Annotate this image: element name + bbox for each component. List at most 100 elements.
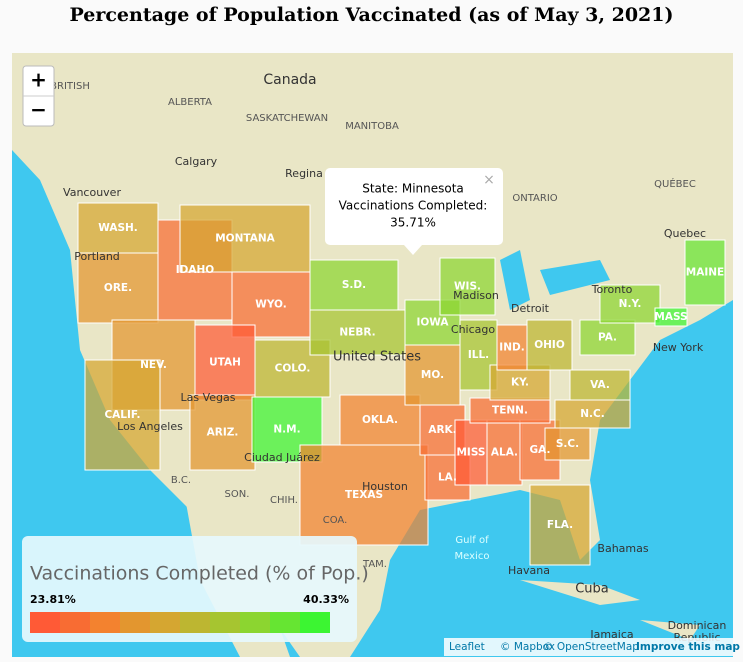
- state-label: N.C.: [580, 408, 604, 420]
- place-label: Houston: [362, 480, 408, 493]
- state: [404, 344, 461, 406]
- place-label: Calgary: [175, 155, 218, 168]
- state: [599, 284, 661, 324]
- state-label: TENN.: [492, 405, 528, 417]
- state-label: KY.: [511, 377, 529, 389]
- tooltip-close[interactable]: ×: [483, 172, 495, 188]
- state: [496, 324, 528, 371]
- state: [544, 427, 591, 461]
- zoom-out[interactable]: −: [30, 98, 47, 122]
- mapbox-link[interactable]: © Mapbox: [500, 641, 555, 653]
- land: [520, 580, 700, 640]
- state: [439, 257, 496, 316]
- state: [569, 369, 631, 401]
- legend-swatch: [300, 612, 330, 633]
- legend-swatch: [180, 612, 210, 633]
- state: [299, 444, 429, 546]
- place-label: SON.: [225, 489, 250, 500]
- legend-swatch: [60, 612, 90, 633]
- tooltip-line: 35.71%: [390, 216, 436, 230]
- state-label: ALA.: [491, 447, 518, 459]
- state: [684, 239, 726, 306]
- place-label: United States: [333, 350, 421, 365]
- state-label: MO.: [421, 369, 444, 381]
- state-label: CALIF.: [104, 409, 140, 421]
- place-label: Cuba: [575, 582, 609, 597]
- state-label: LA.: [438, 472, 457, 484]
- legend-max: 40.33%: [303, 593, 349, 606]
- state: [469, 397, 551, 424]
- legend-min: 23.81%: [30, 593, 76, 606]
- osm-link[interactable]: © OpenStreetMap: [543, 641, 639, 653]
- place-label: ONTARIO: [512, 193, 557, 204]
- place-label: Quebec: [664, 227, 706, 240]
- state: [489, 364, 551, 401]
- state-label: FLA.: [547, 519, 573, 531]
- state-label: MONTANA: [215, 233, 275, 245]
- state-label: ARK.: [428, 424, 456, 436]
- tooltip-line: Vaccinations Completed:: [339, 199, 488, 213]
- state: [554, 399, 631, 429]
- place-label: CHIH.: [270, 495, 298, 506]
- state-label: NEBR.: [339, 327, 375, 339]
- state-label: ARIZ.: [207, 427, 239, 439]
- state-label: NEV.: [140, 359, 167, 371]
- zoom-control[interactable]: + −: [22, 65, 55, 127]
- place-label: ALBERTA: [168, 97, 212, 108]
- legend-swatch: [150, 612, 180, 633]
- place-label: B.C.: [171, 475, 191, 486]
- place-label: Regina: [285, 167, 323, 180]
- place-label: Vancouver: [63, 186, 121, 199]
- state-label: MAINE: [686, 267, 724, 279]
- place-label: COA.: [323, 515, 348, 526]
- state-label: WYO.: [255, 299, 287, 311]
- state-label: VA.: [590, 379, 610, 391]
- legend-swatch: [240, 612, 270, 633]
- legend-swatch: [270, 612, 300, 633]
- page-title: Percentage of Population Vaccinated (as …: [69, 4, 674, 26]
- tooltip-line: State: Minnesota: [362, 182, 464, 196]
- place-label: Portland: [74, 250, 120, 263]
- legend-title: Vaccinations Completed (% of Pop.): [30, 563, 369, 585]
- improve-link[interactable]: Improve this map: [636, 641, 740, 653]
- place-label: Detroit: [511, 302, 550, 315]
- place-label: Las Vegas: [181, 391, 236, 404]
- state: [189, 394, 256, 471]
- zoom-in[interactable]: +: [30, 68, 47, 92]
- place-label: Madison: [453, 289, 499, 302]
- legend: Vaccinations Completed (% of Pop.) 23.81…: [22, 536, 369, 642]
- place-label: BRITISH: [50, 81, 90, 92]
- state: [77, 252, 159, 324]
- state-label: IDAHO: [176, 264, 215, 276]
- state-label: ILL.: [468, 349, 489, 361]
- state-label: UTAH: [209, 357, 241, 369]
- place-label: New York: [653, 341, 704, 354]
- state: [194, 324, 256, 401]
- legend-swatch: [120, 612, 150, 633]
- state: [526, 319, 573, 371]
- tooltip: × State: Minnesota Vaccinations Complete…: [325, 168, 503, 255]
- state-label: IOWA: [416, 317, 449, 329]
- state-label: COLO.: [275, 363, 311, 375]
- legend-swatch: [210, 612, 240, 633]
- state-label: GA.: [530, 444, 551, 456]
- state: [654, 307, 688, 327]
- tooltip-box: [325, 168, 503, 255]
- place-label: Havana: [508, 564, 550, 577]
- state-label: TEXAS: [345, 489, 383, 501]
- state: [529, 484, 591, 566]
- place-label: Chicago: [451, 323, 495, 336]
- place-label: Ciudad Juárez: [244, 451, 320, 464]
- state: [179, 204, 311, 273]
- attribution-box: [444, 638, 733, 656]
- place-label: Los Angeles: [117, 420, 183, 433]
- state-label: PA.: [598, 332, 617, 344]
- place-label: MANITOBA: [345, 121, 399, 132]
- leaflet-link[interactable]: Leaflet: [449, 641, 485, 653]
- state-label: S.C.: [556, 438, 579, 450]
- state: [309, 309, 406, 356]
- legend-swatch: [90, 612, 120, 633]
- state-label: WIS.: [454, 281, 481, 293]
- state-label: N.Y.: [619, 298, 642, 310]
